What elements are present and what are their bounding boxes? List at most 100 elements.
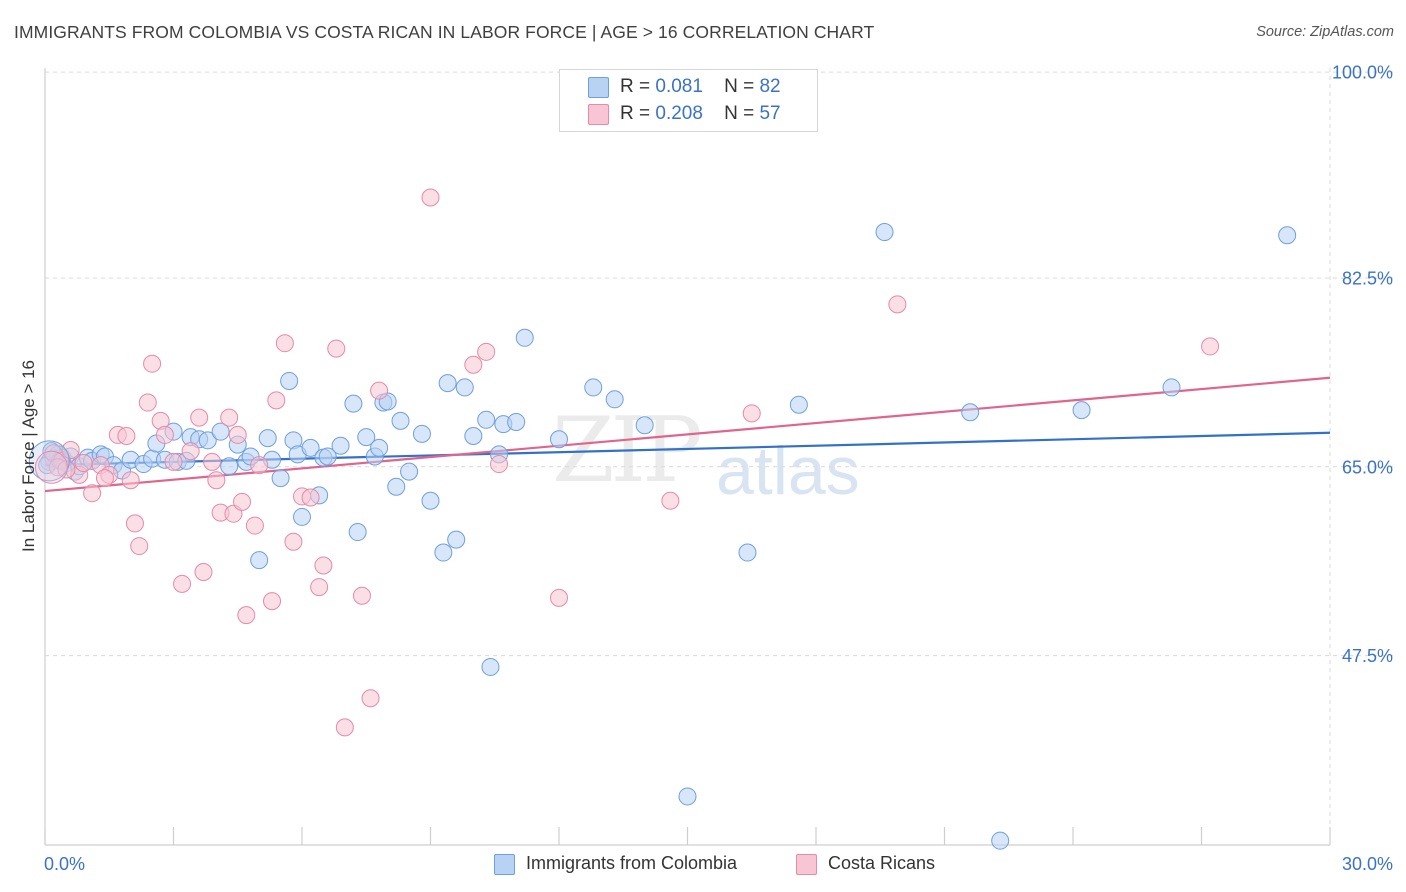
point-costa-rican [220, 408, 239, 427]
legend-swatch-blue [494, 854, 515, 875]
point-colombia [875, 223, 894, 242]
point-costa-rican [83, 484, 102, 503]
point-colombia [198, 431, 217, 450]
legend-n-label: N = [724, 103, 755, 124]
point-colombia [387, 477, 406, 496]
correlation-legend: R = 0.081 N = 82 R = 0.208 N = 57 [559, 69, 818, 132]
tick-labels: 47.5% 65.0% 82.5% 100.0% 0.0% 30.0% [44, 63, 1393, 874]
point-colombia [331, 436, 350, 455]
point-costa-rican [250, 456, 269, 475]
y-tick-label: 65.0% [1342, 457, 1393, 477]
point-costa-rican [421, 188, 440, 207]
point-costa-rican [228, 425, 247, 444]
point-costa-rican [245, 516, 264, 535]
point-costa-rican [233, 492, 252, 511]
point-colombia [515, 328, 534, 347]
point-colombia [348, 523, 367, 542]
point-costa-rican [164, 452, 183, 471]
point-costa-rican [352, 586, 371, 605]
x-tick-label: 30.0% [1342, 854, 1393, 874]
point-costa-rican [143, 354, 162, 373]
point-costa-rican [190, 408, 209, 427]
point-costa-rican [117, 426, 136, 445]
point-costa-rican [464, 355, 483, 374]
point-colombia [370, 438, 389, 457]
point-costa-rican [203, 452, 222, 471]
legend-swatch-blue [588, 77, 609, 98]
point-costa-rican [301, 488, 320, 507]
x-tick-label: 0.0% [44, 854, 85, 874]
legend-r-label: R = [620, 103, 651, 124]
legend-label-colombia: Immigrants from Colombia [526, 853, 738, 873]
point-costa-rican [263, 592, 282, 611]
point-costa-rican [155, 425, 174, 444]
point-costa-rican [138, 393, 157, 412]
point-colombia [434, 543, 453, 562]
point-colombia [584, 378, 603, 397]
source-label: Source: ZipAtlas.com [1256, 24, 1394, 40]
point-costa-rican [888, 295, 907, 314]
point-colombia [391, 411, 410, 430]
point-colombia [464, 426, 483, 445]
point-costa-rican [661, 491, 680, 510]
legend-n-label: N = [724, 76, 755, 97]
point-costa-rican [335, 718, 354, 737]
point-costa-rican [267, 391, 286, 410]
point-colombia [344, 394, 363, 413]
legend-swatch-pink [796, 854, 817, 875]
point-colombia [211, 422, 230, 441]
point-colombia [678, 787, 697, 806]
legend-n-value-costa-rican: 57 [759, 103, 781, 124]
point-costa-rican [370, 381, 389, 400]
point-costa-rican [550, 588, 568, 607]
legend-r-label: R = [620, 76, 651, 97]
point-colombia [550, 430, 568, 449]
point-colombia [318, 447, 337, 466]
chart-title: IMMIGRANTS FROM COLOMBIA VS COSTA RICAN … [14, 22, 875, 42]
legend-n-value-colombia: 82 [759, 76, 781, 97]
point-costa-rican [74, 453, 93, 472]
point-costa-rican [742, 404, 761, 423]
point-colombia [991, 831, 1010, 850]
point-costa-rican [181, 442, 200, 461]
point-colombia [400, 462, 419, 481]
point-costa-rican [207, 471, 226, 490]
point-colombia [1162, 378, 1181, 397]
point-costa-rican [130, 537, 149, 556]
point-costa-rican [34, 450, 68, 484]
point-colombia [455, 378, 474, 397]
series-legend: Immigrants from Colombia Costa Ricans [0, 852, 1406, 878]
point-costa-rican [61, 441, 80, 460]
point-colombia [271, 469, 290, 488]
point-costa-rican [310, 578, 329, 597]
point-colombia [507, 412, 526, 431]
point-costa-rican [173, 574, 192, 593]
point-costa-rican [490, 455, 509, 474]
data-points [28, 188, 1297, 850]
point-colombia [280, 371, 299, 390]
point-costa-rican [327, 339, 346, 358]
y-tick-label: 100.0% [1332, 63, 1393, 83]
y-tick-label: 82.5% [1342, 268, 1393, 288]
point-costa-rican [1201, 337, 1220, 356]
point-costa-rican [121, 471, 140, 490]
point-colombia [605, 390, 624, 409]
point-colombia [258, 429, 277, 448]
point-costa-rican [361, 689, 380, 708]
legend-r-value-colombia: 0.081 [655, 76, 703, 97]
y-axis-label: In Labor Force | Age > 16 [19, 360, 38, 552]
point-colombia [293, 507, 311, 526]
point-colombia [477, 410, 496, 429]
y-tick-label: 47.5% [1342, 646, 1393, 666]
point-costa-rican [477, 342, 496, 361]
legend-swatch-pink [588, 104, 609, 125]
point-colombia [738, 543, 757, 562]
point-colombia [250, 551, 269, 570]
point-costa-rican [194, 562, 213, 581]
point-costa-rican [275, 334, 294, 353]
point-colombia [481, 657, 500, 676]
point-costa-rican [314, 556, 333, 575]
point-colombia [635, 416, 654, 435]
point-colombia [412, 424, 431, 443]
